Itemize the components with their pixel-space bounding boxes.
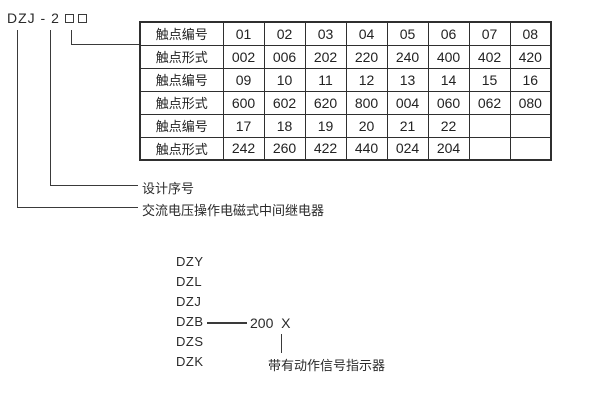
- table-row: 触点编号 17 18 19 20 21 22: [139, 113, 552, 138]
- relay-description-label: 交流电压操作电磁式中间继电器: [142, 203, 325, 218]
- series-model-dzy: DZY: [176, 254, 204, 269]
- table-value-cell: [509, 113, 552, 138]
- table-value-cell: 006: [263, 44, 306, 69]
- table-value-cell: 17: [222, 113, 265, 138]
- row-label-cell: 触点编号: [139, 21, 224, 46]
- table-row: 触点编号 01 02 03 04 05 06 07 08: [139, 21, 552, 46]
- table-value-cell: 05: [386, 21, 429, 46]
- table-value-cell: 080: [509, 90, 552, 115]
- dzb-dash-line: [207, 322, 247, 324]
- series-model-dzk: DZK: [176, 354, 204, 369]
- table-value-cell: 400: [427, 44, 470, 69]
- table-value-cell: 620: [304, 90, 347, 115]
- table-value-cell: 03: [304, 21, 347, 46]
- row-label-cell: 触点形式: [139, 90, 224, 115]
- table-value-cell: 19: [304, 113, 347, 138]
- table-value-cell: 440: [345, 136, 388, 161]
- row-label-cell: 触点形式: [139, 44, 224, 69]
- table-value-cell: 11: [304, 67, 347, 92]
- series-model-dzj: DZJ: [176, 294, 202, 309]
- table-value-cell: [468, 113, 511, 138]
- table-value-cell: 004: [386, 90, 429, 115]
- table-value-cell: 21: [386, 113, 429, 138]
- table-row: 触点形式 600 602 620 800 004 060 062 080: [139, 90, 552, 115]
- table-value-cell: 060: [427, 90, 470, 115]
- connector-line-serial-horizontal: [50, 185, 138, 186]
- table-value-cell: 422: [304, 136, 347, 161]
- row-label-cell: 触点编号: [139, 67, 224, 92]
- table-value-cell: 02: [263, 21, 306, 46]
- table-value-cell: 13: [386, 67, 429, 92]
- table-value-cell: [509, 136, 552, 161]
- table-value-cell: 024: [386, 136, 429, 161]
- table-value-cell: 08: [509, 21, 552, 46]
- table-value-cell: 204: [427, 136, 470, 161]
- row-label-cell: 触点编号: [139, 113, 224, 138]
- table-value-cell: 22: [427, 113, 470, 138]
- table-value-cell: 09: [222, 67, 265, 92]
- table-row: 触点编号 09 10 11 12 13 14 15 16: [139, 67, 552, 92]
- table-value-cell: 242: [222, 136, 265, 161]
- table-row: 触点形式 242 260 422 440 024 204: [139, 136, 552, 161]
- series-model-dzb: DZB: [176, 314, 204, 329]
- table-value-cell: 12: [345, 67, 388, 92]
- table-value-cell: 800: [345, 90, 388, 115]
- contact-code-table: 触点编号 01 02 03 04 05 06 07 08 触点形式 002 006 202 220 240 4…: [139, 21, 552, 161]
- table-value-cell: 15: [468, 67, 511, 92]
- series-model-dzl: DZL: [176, 274, 203, 289]
- table-value-cell: 16: [509, 67, 552, 92]
- model-code-text: DZJ - 2: [7, 10, 60, 26]
- model-code: DZJ - 2: [7, 10, 87, 26]
- table-value-cell: 600: [222, 90, 265, 115]
- table-value-cell: 18: [263, 113, 306, 138]
- table-value-cell: 07: [468, 21, 511, 46]
- table-value-cell: 062: [468, 90, 511, 115]
- table-value-cell: 420: [509, 44, 552, 69]
- table-value-cell: 04: [345, 21, 388, 46]
- table-value-cell: 202: [304, 44, 347, 69]
- table-value-cell: 01: [222, 21, 265, 46]
- placeholder-boxes: [64, 13, 87, 23]
- table-value-cell: 260: [263, 136, 306, 161]
- table-value-cell: 06: [427, 21, 470, 46]
- annotation-connector-line: [281, 334, 282, 353]
- table-value-cell: 10: [263, 67, 306, 92]
- table-value-cell: 602: [263, 90, 306, 115]
- table-row: 触点形式 002 006 202 220 240 400 402 420: [139, 44, 552, 69]
- table-value-cell: 20: [345, 113, 388, 138]
- table-value-cell: 402: [468, 44, 511, 69]
- connector-line-model-vertical: [17, 30, 18, 207]
- table-value-cell: 220: [345, 44, 388, 69]
- connector-line-box-vertical: [71, 30, 72, 45]
- connector-line-model-horizontal: [17, 207, 138, 208]
- placeholder-box-icon: [64, 13, 74, 23]
- table-value-cell: 14: [427, 67, 470, 92]
- signal-indicator-annotation: 带有动作信号指示器: [268, 358, 386, 373]
- design-serial-label: 设计序号: [142, 181, 195, 196]
- row-label-cell: 触点形式: [139, 136, 224, 161]
- table-value-cell: [468, 136, 511, 161]
- table-value-cell: 240: [386, 44, 429, 69]
- table-value-cell: 002: [222, 44, 265, 69]
- connector-line-box-horizontal: [71, 44, 139, 45]
- placeholder-box-icon: [77, 13, 87, 23]
- dzb-value: 200 X: [250, 315, 291, 331]
- series-model-dzs: DZS: [176, 334, 204, 349]
- connector-line-serial-vertical: [50, 30, 51, 185]
